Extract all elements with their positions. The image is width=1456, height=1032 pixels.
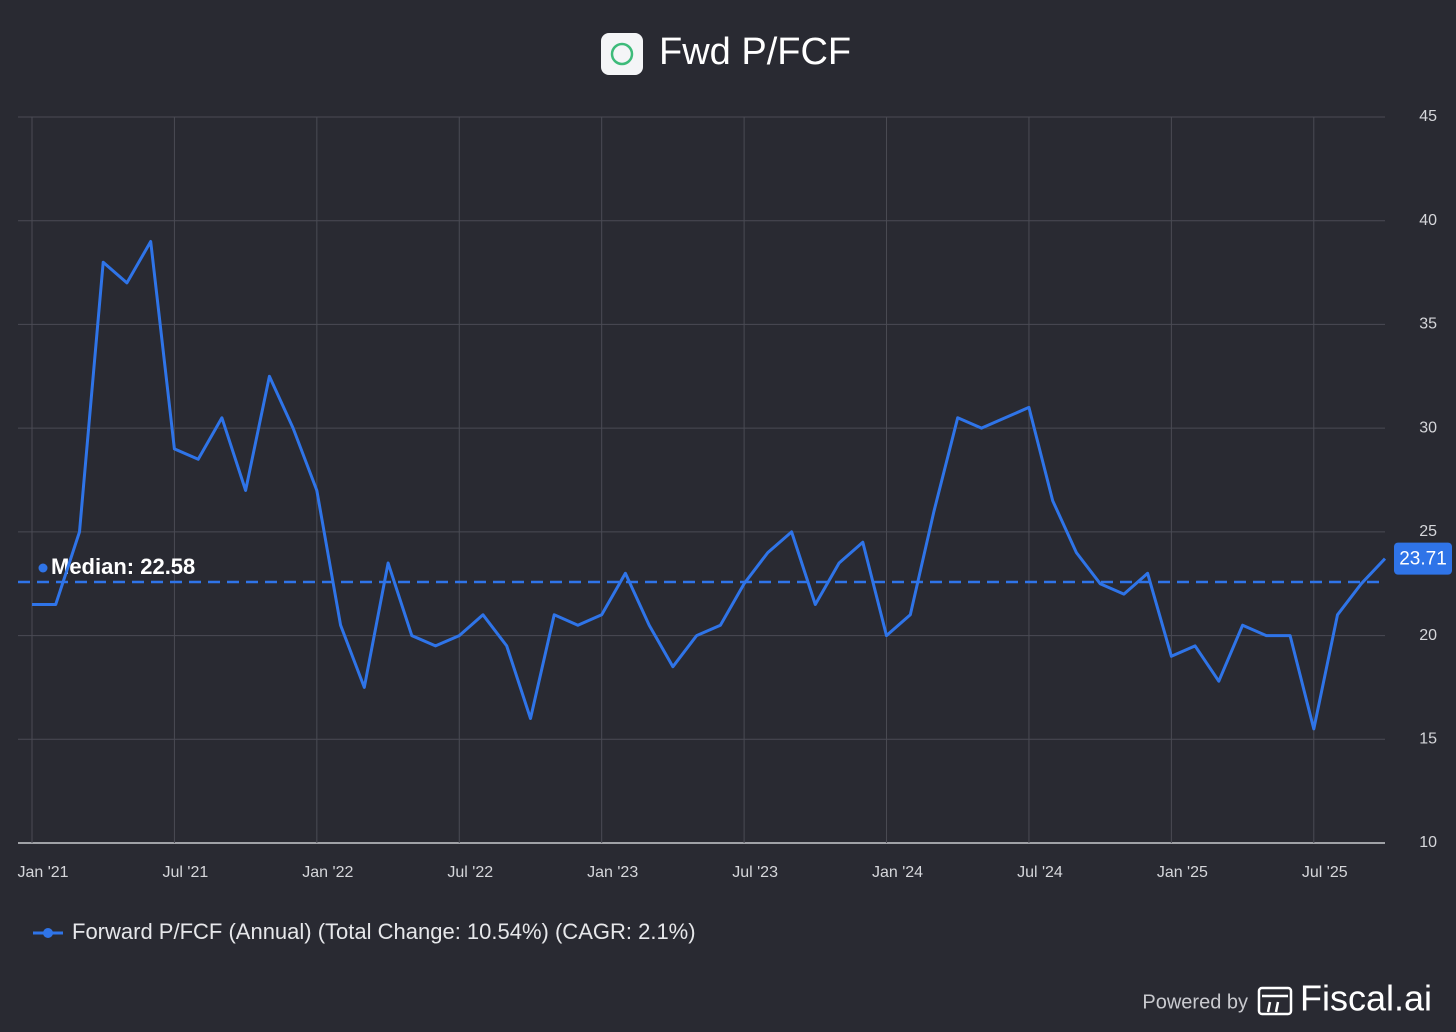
x-tick-label: Jul '21 [163,864,209,881]
x-tick-label: Jan '24 [872,864,923,881]
x-tick-label: Jan '22 [302,864,353,881]
x-tick-label: Jul '24 [1017,864,1063,881]
footer-prefix: Powered by [1142,991,1248,1013]
series-line [32,240,1387,731]
median-label: Median: 22.58 [51,554,195,579]
x-tick-label: Jan '25 [1157,864,1208,881]
title-icon [601,33,643,75]
y-tick-label: 20 [1419,627,1437,644]
chart-title: Fwd P/FCF [659,31,851,73]
y-tick-label: 30 [1419,419,1437,436]
legend-dot [43,928,53,938]
y-tick-label: 25 [1419,523,1437,540]
last-value-label: 23.71 [1399,549,1447,570]
y-tick-label: 45 [1419,108,1437,125]
y-tick-label: 35 [1419,316,1437,333]
footer-logo [1257,986,1293,1016]
y-tick-label: 10 [1419,834,1437,851]
x-tick-label: Jul '25 [1302,864,1348,881]
y-tick-label: 15 [1419,731,1437,748]
x-tick-label: Jan '21 [17,864,68,881]
last-value-badge [1394,542,1452,575]
y-tick-label: 40 [1419,212,1437,229]
x-tick-label: Jan '23 [587,864,638,881]
x-tick-label: Jul '22 [447,864,493,881]
footer-brand: Fiscal.ai [1300,978,1432,1019]
legend-label: Forward P/FCF (Annual) (Total Change: 10… [72,919,696,944]
title-icon-ring [610,42,634,66]
x-tick-label: Jul '23 [732,864,778,881]
median-dot [38,563,48,573]
